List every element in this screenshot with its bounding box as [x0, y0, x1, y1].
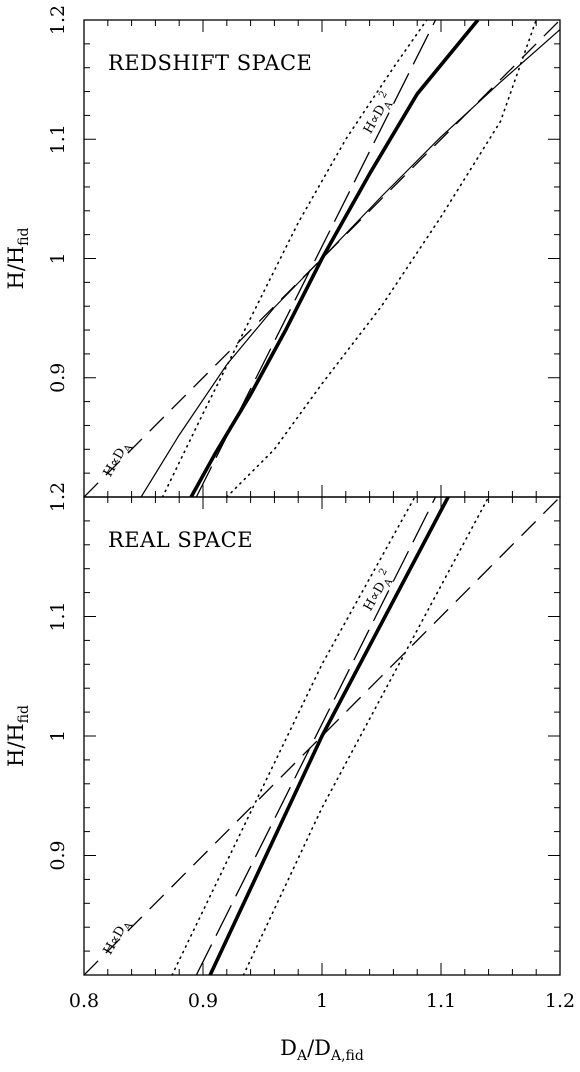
curve-annotation: H∝DA: [101, 917, 136, 959]
series-dotted: [171, 497, 416, 975]
curve-annotation: H∝DA: [101, 439, 136, 481]
y-axis-label: H/Hfid: [4, 705, 32, 767]
panel-real-space: 0.9 1 1.1 1.2 0.8 0.9 1 1.1 1.2 H/Hfid DA/DA,fid RE…: [4, 482, 575, 1064]
panel-redshift-space: 0.9 1 1.1 1.2 H/Hfid REDSHIFT SPACE H∝DA H∝DA2: [4, 5, 561, 498]
series-dashed: [84, 497, 560, 975]
series-thick-solid: [189, 20, 480, 497]
series-thin-solid: [140, 29, 560, 497]
x-tick-label: 1: [316, 990, 328, 1012]
x-axis-label: DA/DA,fid: [280, 1036, 364, 1064]
panel-title: REDSHIFT SPACE: [108, 51, 312, 75]
x-tick-label: 0.8: [69, 990, 99, 1012]
x-tick-label: 0.9: [188, 990, 218, 1012]
curve-annotation: H∝DA2: [358, 566, 398, 615]
curve-annotation: H∝DA2: [358, 89, 398, 138]
series-thick-solid: [208, 497, 450, 975]
x-tick-label: 1.1: [426, 990, 456, 1012]
y-tick-label: 1.2: [47, 482, 69, 512]
y-tick-label: 1: [47, 252, 69, 264]
series-dotted: [242, 497, 490, 975]
y-tick-label: 1: [47, 730, 69, 742]
y-tick-label: 1.1: [47, 124, 69, 154]
series-long-dashed: [195, 497, 437, 975]
x-tick-label: 1.2: [545, 990, 575, 1012]
panel-title: REAL SPACE: [108, 528, 253, 552]
y-axis-label: H/Hfid: [4, 227, 32, 289]
y-tick-label: 1.1: [47, 601, 69, 631]
y-tick-label: 0.9: [47, 363, 69, 393]
series-dotted: [226, 20, 538, 497]
y-tick-label: 1.2: [47, 5, 69, 35]
series-dotted: [161, 20, 428, 497]
y-tick-label: 0.9: [47, 840, 69, 870]
